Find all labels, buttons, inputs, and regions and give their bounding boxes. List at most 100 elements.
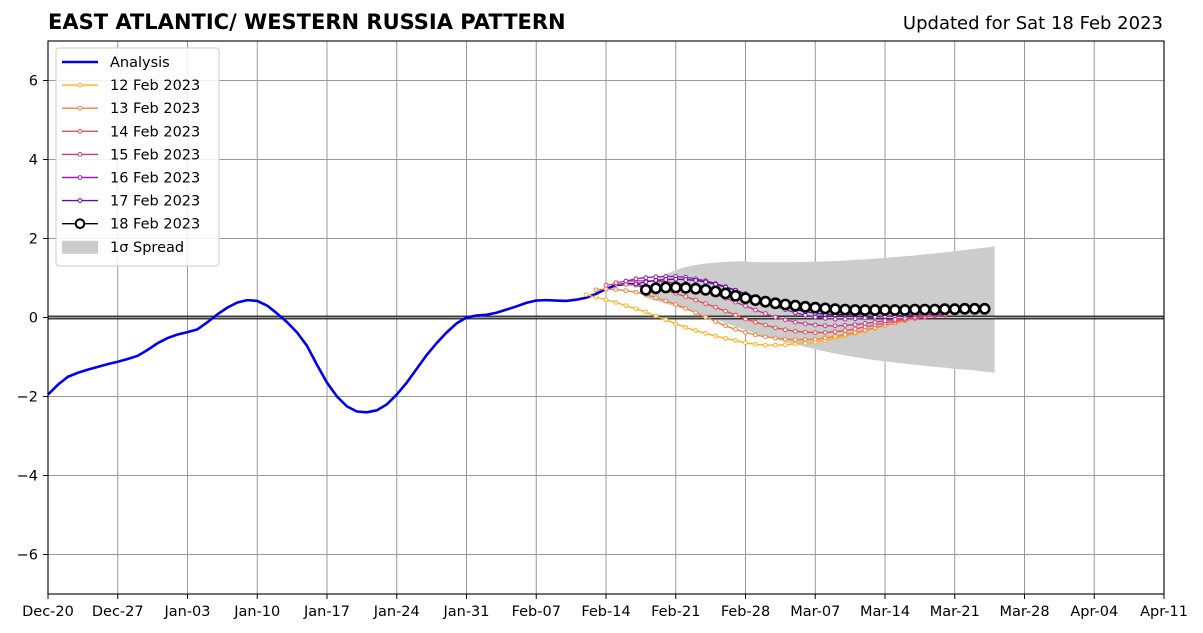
current-forecast-point — [789, 299, 802, 312]
forecast-point — [623, 278, 629, 284]
current-forecast-point — [639, 283, 652, 296]
legend-entry: 15 Feb 2023 — [62, 147, 200, 163]
chart-title: EAST ATLANTIC/ WESTERN RUSSIA PATTERN — [48, 10, 566, 34]
legend-label: 15 Feb 2023 — [110, 147, 200, 163]
legend-label: 16 Feb 2023 — [110, 171, 200, 187]
current-forecast-point — [869, 304, 881, 316]
forecast-point — [802, 321, 808, 327]
current-forecast-point — [938, 303, 951, 316]
forecast-point — [733, 338, 738, 343]
forecast-point — [772, 325, 778, 331]
forecast-point — [842, 332, 848, 337]
axis-ticks: Dec-20 Dec-27 Jan-03 Jan-10 Jan-17 Jan-24 Jan-… — [17, 74, 1188, 621]
forecast-point — [713, 304, 719, 310]
forecast-point — [593, 294, 599, 300]
current-forecast-point — [769, 297, 782, 310]
legend-label: 12 Feb 2023 — [110, 78, 200, 94]
legend-box — [55, 47, 220, 267]
current-forecast-point — [819, 302, 832, 315]
x-tick-label: Jan-03 — [163, 604, 210, 620]
legend-marker — [77, 198, 83, 204]
y-tick-label: 6 — [29, 74, 38, 90]
legend-marker — [77, 128, 83, 134]
forecast-point — [832, 329, 838, 335]
x-tick-label: Mar-28 — [999, 604, 1049, 620]
forecast-point — [763, 342, 768, 348]
forecast-point — [882, 318, 888, 324]
forecast-line — [615, 280, 945, 327]
forecast-point — [723, 323, 728, 329]
current-forecast-point — [749, 294, 762, 307]
forecast-point — [743, 316, 748, 322]
legend-entry: 13 Feb 2023 — [62, 101, 200, 117]
x-tick-label: Dec-20 — [22, 604, 74, 620]
y-tick-label: 2 — [29, 232, 38, 248]
forecast-point — [822, 315, 828, 321]
forecast-point — [792, 337, 798, 343]
forecast-point — [683, 324, 689, 330]
forecast-point — [703, 279, 709, 285]
current-forecast-point — [918, 303, 931, 316]
forecast-point — [693, 310, 699, 316]
forecast-point — [673, 276, 679, 282]
forecast-point — [832, 323, 838, 329]
current-forecast-point — [879, 304, 891, 316]
forecast-point — [703, 314, 709, 320]
forecast-point — [633, 306, 639, 312]
forecast-point — [593, 287, 599, 293]
y-tick-label: −4 — [17, 469, 38, 485]
x-tick-label: Jan-24 — [373, 604, 420, 620]
forecast-point — [792, 319, 798, 325]
x-tick-label: Mar-07 — [790, 604, 840, 620]
forecast-point — [782, 327, 788, 333]
x-tick-label: Apr-11 — [1140, 604, 1188, 620]
forecast-point — [663, 317, 669, 323]
forecast-point — [822, 330, 828, 335]
forecast-point — [713, 333, 719, 339]
forecast-point — [633, 276, 639, 282]
forecast-point — [862, 315, 868, 321]
forecast-point — [613, 287, 619, 292]
forecast-point — [753, 307, 758, 313]
forecast-point — [782, 342, 788, 348]
x-tick-label: Feb-28 — [721, 604, 770, 620]
legend-entry: 14 Feb 2023 — [62, 124, 200, 140]
analysis-series — [47, 282, 647, 414]
x-tick-label: Dec-27 — [92, 604, 144, 620]
forecast-point — [633, 289, 639, 295]
current-forecast-point — [839, 303, 852, 316]
chart-subtitle: Updated for Sat 18 Feb 2023 — [903, 13, 1163, 34]
forecast-point — [643, 309, 649, 315]
forecast-point — [633, 281, 639, 287]
forecast-point — [832, 316, 838, 322]
legend-label: 13 Feb 2023 — [110, 101, 200, 117]
forecast-point — [743, 340, 748, 346]
zero-line — [48, 315, 1164, 320]
forecast-point — [812, 314, 818, 320]
forecast-point — [723, 308, 728, 314]
forecast-point — [862, 321, 868, 326]
current-forecast-point — [659, 281, 672, 294]
x-tick-label: Feb-21 — [651, 604, 700, 620]
forecast-point — [643, 275, 649, 281]
legend-label: 18 Feb 2023 — [110, 217, 200, 233]
forecast-point — [772, 335, 778, 341]
legend-label: 14 Feb 2023 — [110, 124, 200, 140]
forecast-point — [603, 282, 609, 288]
current-forecast-point — [779, 298, 792, 311]
forecast-point — [753, 341, 758, 347]
current-forecast-point — [928, 303, 941, 316]
current-forecast-point — [709, 285, 722, 298]
forecast-point — [802, 329, 808, 335]
forecast-point — [693, 297, 699, 303]
forecast-point — [603, 297, 609, 303]
forecast-point — [842, 323, 848, 328]
forecast-point — [772, 342, 778, 348]
forecast-point — [673, 321, 679, 327]
forecast-point — [733, 312, 738, 318]
forecast-point — [643, 279, 649, 285]
forecast-point — [653, 277, 659, 283]
forecast-point — [683, 306, 689, 311]
y-tick-label: 4 — [29, 153, 38, 169]
